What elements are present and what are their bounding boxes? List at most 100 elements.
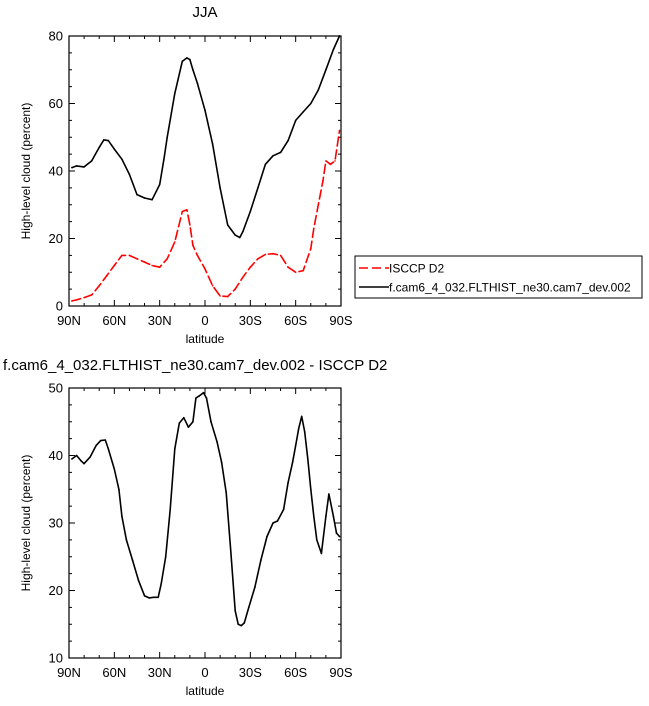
data-point [71, 300, 73, 302]
chart-title: JJA [192, 4, 217, 21]
data-point [240, 624, 243, 627]
data-point [225, 491, 227, 494]
data-point [234, 610, 236, 612]
data-point [329, 163, 332, 166]
x-tick-label: 0 [201, 665, 208, 680]
top-panel: JJA 90N 60N 30N 0 30S 60S 90S 0 20 40 60 80 latitude H… [19, 4, 643, 346]
data-point [181, 210, 184, 213]
data-point [234, 288, 236, 290]
data-point [89, 456, 91, 458]
data-point [121, 158, 123, 160]
data-point [272, 155, 274, 157]
data-point [310, 488, 312, 491]
data-point [272, 252, 274, 255]
data-point [316, 539, 318, 541]
data-point [80, 460, 82, 462]
data-point [325, 69, 327, 71]
data-point [249, 266, 252, 269]
y-tick-label: 30 [49, 516, 63, 531]
y-tick-label: 80 [49, 29, 63, 44]
data-point [302, 111, 305, 113]
series-line-0 [71, 391, 341, 627]
data-point [125, 539, 128, 541]
data-point [242, 276, 244, 279]
data-point [196, 254, 199, 257]
y-axis-label: High-level cloud (percent) [19, 455, 33, 592]
series-line-0 [71, 129, 341, 302]
data-point [325, 515, 327, 518]
data-point [75, 165, 78, 167]
data-point [220, 461, 223, 464]
data-point [143, 595, 146, 597]
data-point [83, 296, 85, 299]
data-point [317, 204, 320, 206]
data-point [338, 129, 341, 132]
data-point [294, 444, 297, 447]
data-point [183, 416, 185, 419]
data-point [282, 508, 285, 511]
data-point [158, 183, 161, 186]
y-tick-label: 20 [49, 231, 63, 246]
data-point [276, 520, 279, 522]
data-point [204, 268, 206, 270]
data-point [189, 224, 191, 226]
x-tick-label: 0 [201, 313, 208, 328]
data-point [118, 488, 120, 491]
data-point [332, 48, 335, 51]
data-point [332, 515, 335, 518]
data-point [216, 441, 218, 443]
data-point [297, 427, 300, 430]
data-point [239, 236, 241, 239]
data-point [307, 458, 309, 460]
data-point [178, 422, 181, 424]
data-point [291, 461, 294, 464]
data-point [186, 57, 188, 59]
data-point [266, 535, 268, 538]
data-point [71, 458, 73, 460]
data-point [151, 198, 153, 201]
data-point [219, 295, 221, 297]
data-point [157, 596, 159, 599]
data-point [198, 395, 200, 397]
data-point [248, 606, 250, 609]
data-point [98, 146, 100, 149]
data-point [234, 234, 236, 236]
data-point [310, 247, 312, 250]
data-point [136, 193, 138, 196]
bottom-panel: f.cam6_4_032.FLTHIST_ne30.cam7_dev.002 -… [3, 357, 387, 698]
data-point [322, 180, 324, 182]
chart-title: f.cam6_4_032.FLTHIST_ne30.cam7_dev.002 -… [3, 357, 387, 374]
x-tick-label: 60S [284, 665, 307, 680]
data-point [107, 139, 110, 142]
data-point [226, 224, 229, 226]
data-point [131, 559, 134, 561]
data-point [260, 559, 262, 561]
data-point [143, 261, 146, 263]
data-point [83, 462, 85, 465]
x-axis-label: latitude [186, 332, 225, 346]
legend-label-1: f.cam6_4_032.FLTHIST_ne30.cam7_dev.002 [389, 281, 631, 295]
data-point [294, 271, 297, 274]
data-point [136, 258, 138, 260]
data-point [338, 535, 341, 538]
data-point [71, 166, 73, 169]
data-point [174, 92, 176, 95]
data-point [303, 431, 306, 433]
data-point [328, 493, 330, 495]
data-point [174, 241, 176, 243]
data-point [338, 35, 341, 37]
data-point [226, 295, 229, 298]
data-point [310, 102, 312, 105]
y-axis-label: High-level cloud (percent) [19, 103, 33, 240]
data-point [75, 454, 78, 457]
plot-frame [68, 387, 342, 659]
y-tick-label: 10 [49, 651, 63, 666]
x-tick-label: 30S [239, 313, 262, 328]
data-point [151, 264, 153, 267]
data-point [98, 285, 100, 287]
data-point [121, 254, 123, 257]
data-point [90, 294, 93, 296]
x-tick-label: 90S [329, 665, 352, 680]
data-point [137, 579, 140, 582]
